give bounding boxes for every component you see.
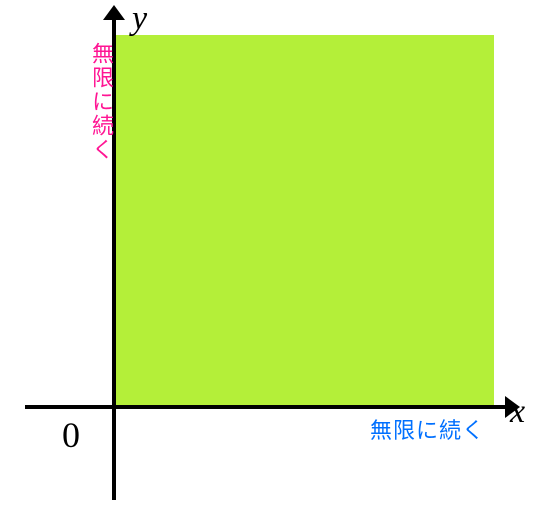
bottom-annotation: 無限に続く [370,413,485,445]
x-axis-label: x [510,393,525,431]
left-annotation: 無限に続く [85,42,117,162]
shaded-region [116,35,494,405]
y-axis-label: y [132,0,147,38]
math-diagram: y x 0 無限に続く 無限に続く [0,0,540,514]
origin-label: 0 [62,414,80,456]
y-axis-arrow [103,5,125,20]
x-axis [25,405,507,409]
